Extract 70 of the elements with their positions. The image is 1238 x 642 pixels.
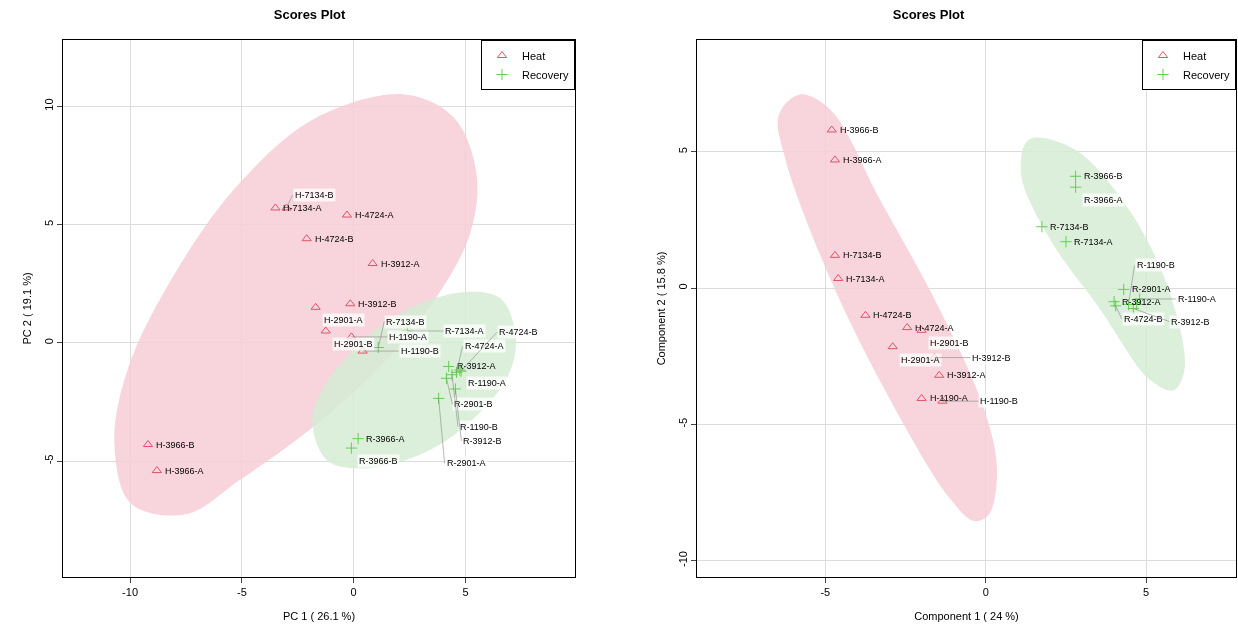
- chart-title: Scores Plot: [892, 6, 965, 22]
- x-tick-label: -5: [236, 586, 247, 599]
- annotation: R-7134-B: [386, 317, 425, 327]
- annotation: R-1190-A: [468, 378, 506, 388]
- annotation: H-3966-A: [843, 155, 882, 165]
- annotation: R-2901-A: [447, 458, 486, 468]
- annotation: H-3966-B: [840, 125, 879, 135]
- y-axis-title: Component 2 ( 15.8 %): [655, 251, 667, 366]
- annotation: H-7134-A: [846, 274, 885, 284]
- x-tick-label: 5: [462, 586, 469, 599]
- annotation: R-2901-B: [454, 399, 493, 409]
- y-tick-label: -5: [42, 454, 55, 465]
- annotation: R-4724-B: [499, 327, 538, 337]
- x-axis-title: PC 1 ( 26.1 %): [282, 610, 356, 622]
- annotation: H-2901-A: [901, 355, 940, 365]
- annotation: R-1190-A: [1178, 294, 1216, 304]
- annotation: R-3966-B: [359, 456, 398, 466]
- annotation: H-1190-A: [930, 393, 968, 403]
- annotation: H-3966-B: [156, 440, 195, 450]
- x-tick-label: 0: [982, 586, 989, 599]
- annotation: R-4724-B: [1124, 314, 1163, 324]
- annotation: H-1190-B: [401, 346, 439, 356]
- y-tick-label: 5: [42, 219, 55, 226]
- annotation: H-4724-A: [355, 210, 394, 220]
- annotation: R-7134-A: [1074, 237, 1113, 247]
- x-tick-label: 5: [1143, 586, 1150, 599]
- x-axis-title: Component 1 ( 24 %): [914, 610, 1019, 622]
- annotation: H-3912-A: [381, 259, 420, 269]
- annotation: H-7134-B: [843, 250, 882, 260]
- annotation: R-7134-A: [445, 326, 484, 336]
- y-tick-label: 0: [42, 338, 55, 345]
- y-tick-label: -5: [676, 417, 689, 428]
- annotation: H-3966-A: [165, 466, 204, 476]
- legend-label: Recovery: [1183, 68, 1230, 81]
- y-axis-title: PC 2 ( 19.1 %): [21, 272, 33, 345]
- legend-label: Heat: [1183, 49, 1207, 62]
- x-tick-label: 0: [350, 586, 357, 599]
- annotation: H-7134-B: [295, 190, 334, 200]
- y-tick-label: 0: [676, 283, 689, 290]
- annotation: R-7134-B: [1050, 222, 1089, 232]
- annotation: H-2901-A: [324, 315, 363, 325]
- annotation: R-1190-B: [460, 422, 498, 432]
- y-tick-label: -10: [676, 551, 689, 567]
- y-tick-label: 10: [42, 98, 55, 111]
- annotation: R-3912-A: [457, 361, 496, 371]
- annotation: R-2901-A: [1132, 284, 1171, 294]
- annotation: H-4724-A: [915, 323, 954, 333]
- annotation: H-7134-A: [283, 203, 322, 213]
- annotation: H-3912-A: [947, 370, 986, 380]
- legend-label: Heat: [522, 49, 546, 62]
- x-tick-label: -5: [820, 586, 831, 599]
- annotation: H-4724-B: [315, 234, 354, 244]
- annotation: H-3912-B: [358, 299, 397, 309]
- annotation: H-3912-B: [972, 353, 1011, 363]
- annotation: H-2901-B: [930, 338, 969, 348]
- annotation: R-3966-A: [1084, 195, 1123, 205]
- legend-label: Recovery: [522, 68, 569, 81]
- annotation: R-4724-A: [465, 341, 504, 351]
- annotation: R-3966-B: [1084, 171, 1123, 181]
- chart-title: Scores Plot: [273, 6, 346, 22]
- annotation: H-1190-B: [980, 396, 1018, 406]
- x-tick-label: -10: [122, 586, 139, 599]
- annotation: R-3912-B: [1171, 317, 1210, 327]
- annotation: H-4724-B: [873, 310, 912, 320]
- annotation: R-1190-B: [1137, 260, 1175, 270]
- annotation: H-2901-B: [334, 339, 373, 349]
- annotation: R-3966-A: [366, 434, 405, 444]
- y-tick-label: 5: [676, 147, 689, 154]
- annotation: H-1190-A: [389, 332, 427, 342]
- annotation: R-3912-B: [463, 436, 502, 446]
